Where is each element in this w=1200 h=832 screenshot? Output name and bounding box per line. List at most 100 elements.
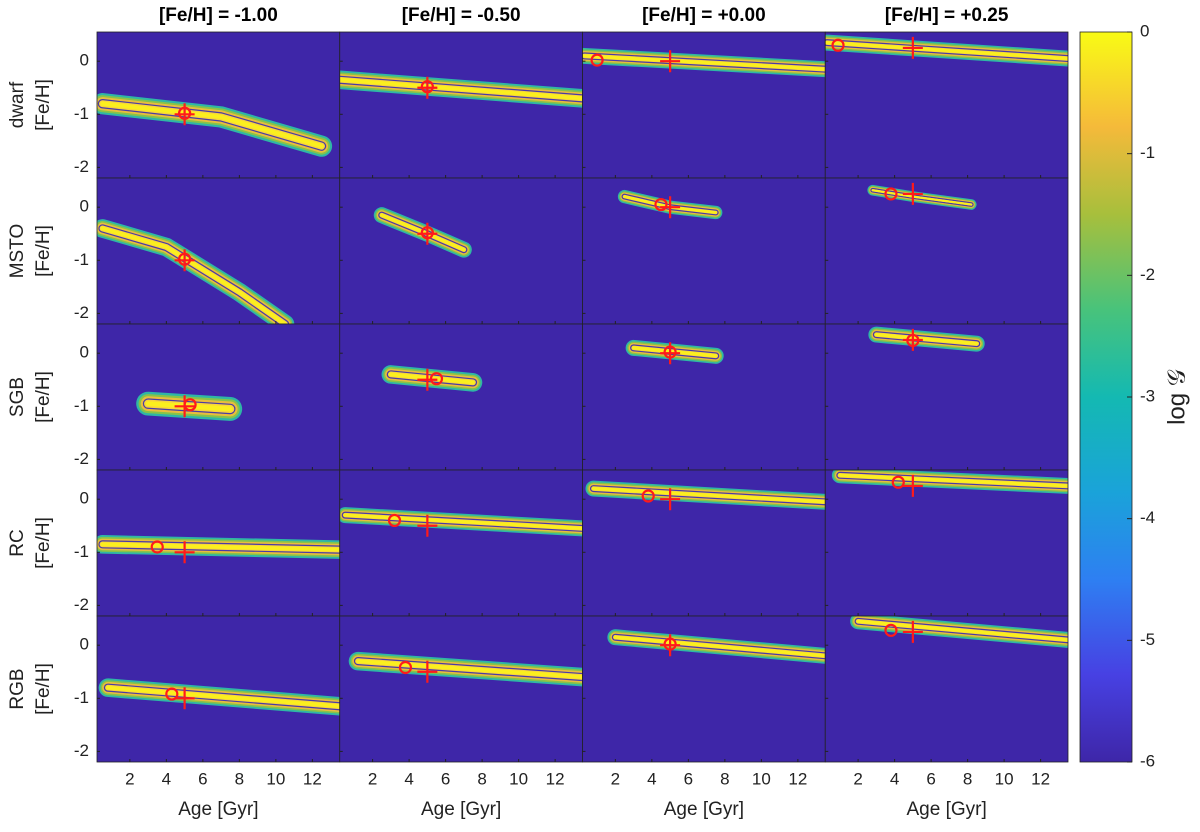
x-tick-label: 12 [1031,769,1050,788]
x-tick-label: 8 [235,769,244,788]
y-tick-label: -1 [74,396,89,415]
y-tick-label: -1 [74,542,89,561]
y-tick-label: -1 [74,250,89,269]
x-tick-label: 6 [198,769,207,788]
x-tick-label: 2 [853,769,862,788]
density-band [100,101,324,149]
truth-cross [417,368,438,391]
estimate-circle [429,372,444,386]
estimate-circle [884,187,898,201]
density-region [831,470,1068,494]
x-tick-label: 4 [647,769,656,788]
density-band [591,486,826,504]
x-tick-label: 10 [266,769,285,788]
x-tick-label: 10 [509,769,528,788]
x-tick-label: 2 [611,769,620,788]
estimate-circle [641,489,655,503]
estimate-circle [398,660,413,675]
column-title: [Fe/H] = +0.25 [885,5,1009,26]
panel-background [339,616,583,762]
y-tick-label: 0 [80,51,89,70]
panel-frame [824,615,1069,763]
y-tick-label: 0 [80,343,89,362]
estimate-circle [150,540,164,554]
truth-cross [660,488,681,511]
y-tick-label: -2 [74,303,89,322]
y-tick-label: -2 [74,595,89,614]
density-band [613,635,826,658]
colorbar-tick-label: -3 [1140,386,1155,405]
y-tick-label: -1 [74,688,89,707]
panel-background [339,324,583,470]
x-tick-label: 12 [303,769,322,788]
colorbar-tick-label: -4 [1140,508,1155,527]
estimate-circle [178,252,192,266]
row-label: MSTO [7,224,28,279]
truth-cross [660,196,681,219]
x-tick-label: 2 [368,769,377,788]
y-tick-label: -2 [74,157,89,176]
density-region [98,678,340,716]
y-tick-label: -1 [74,104,89,123]
panel-background [825,470,1068,616]
y-tick-label: 0 [80,489,89,508]
density-band [339,77,583,101]
column-title: [Fe/H] = +0.00 [642,5,766,26]
y-axis-label: [Fe/H] [33,225,54,277]
estimate-circle [906,333,920,348]
x-tick-label: 4 [404,769,413,788]
y-axis-label: [Fe/H] [33,371,54,423]
colorbar-label: log 𝒢 [1163,369,1190,425]
density-region [97,219,295,324]
density-region [339,70,583,108]
colorbar-tick-label: -6 [1140,751,1155,770]
colorbar [1079,31,1133,763]
truth-cross [174,687,195,710]
colorbar-tick-label: 0 [1140,21,1149,40]
truth-cross [417,660,438,683]
panel-background [582,324,826,470]
x-tick-label: 6 [684,769,693,788]
panel-background [339,32,583,178]
density-band [825,41,1068,61]
row-label: RC [7,529,28,556]
panel-background [97,178,340,324]
estimate-circle [831,38,845,52]
row-label: dwarf [7,81,28,128]
x-tick-label: 4 [890,769,899,788]
estimate-circle [891,475,905,489]
truth-cross [902,36,923,59]
column-title: [Fe/H] = -0.50 [402,5,521,26]
estimate-circle [590,53,604,67]
truth-cross [902,328,923,351]
density-region [582,47,826,78]
density-band [838,473,1068,488]
density-region [348,651,583,687]
estimate-circle [183,398,197,412]
x-tick-label: 12 [546,769,565,788]
truth-cross [174,541,195,564]
truth-cross [902,620,923,643]
panel-background [339,470,583,616]
x-tick-label: 6 [926,769,935,788]
column-title: [Fe/H] = -1.00 [159,5,278,26]
x-tick-label: 8 [720,769,729,788]
estimate-circle [884,623,898,637]
x-tick-label: 8 [477,769,486,788]
estimate-circle [654,197,668,212]
y-tick-label: 0 [80,197,89,216]
y-axis-label: [Fe/H] [33,663,54,715]
density-band [106,685,340,709]
x-tick-label: 2 [125,769,134,788]
x-tick-label: 12 [788,769,807,788]
row-label: RGB [7,668,28,709]
density-region [97,535,340,559]
x-axis-label: Age [Gyr] [178,799,258,820]
density-band [874,333,979,346]
x-axis-label: Age [Gyr] [421,799,501,820]
density-band [356,659,583,679]
density-region [825,34,1068,67]
colorbar-tick-label: -2 [1140,265,1155,284]
density-region [339,507,583,537]
